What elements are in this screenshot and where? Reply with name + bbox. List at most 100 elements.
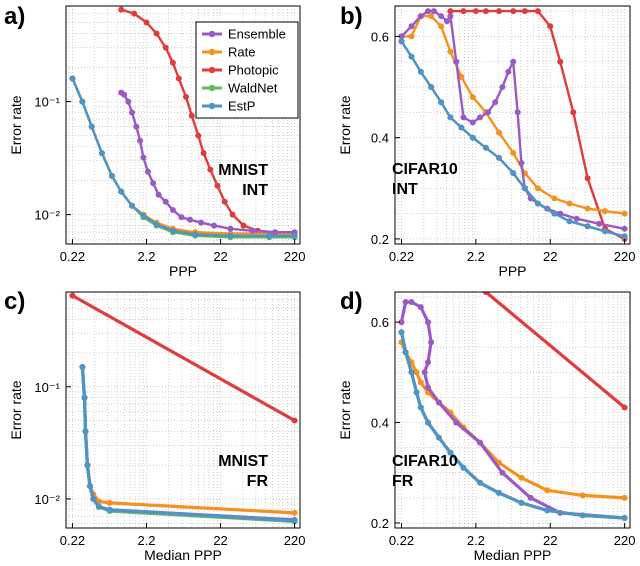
axes-frame <box>394 291 631 529</box>
x-tick-label: 2.2 <box>137 249 155 264</box>
data-point-rate <box>579 492 586 499</box>
x-tick-label: 0.22 <box>60 249 85 264</box>
data-point-rate <box>621 494 628 501</box>
data-point-ensemble <box>402 299 409 305</box>
legend-marker <box>208 102 216 110</box>
x-axis-title: Median PPP <box>144 547 222 563</box>
data-point-estp <box>266 232 273 239</box>
data-point-estp <box>398 38 405 45</box>
data-point-estp <box>87 483 93 490</box>
data-point-estp <box>602 228 608 235</box>
data-point-rate <box>428 13 435 20</box>
series-group <box>398 292 628 521</box>
data-point-estp <box>192 231 199 238</box>
x-tick-label: 220 <box>614 249 636 264</box>
x-tick-label: 22 <box>543 249 557 264</box>
data-point-estp <box>435 434 442 441</box>
x-tick-label: 22 <box>543 533 557 548</box>
dataset-annotation: INT <box>392 181 418 198</box>
data-point-photopic <box>482 8 489 15</box>
data-point-estp <box>95 503 102 510</box>
legend-marker <box>208 48 216 56</box>
data-point-ensemble <box>137 137 144 144</box>
data-point-ensemble <box>133 123 140 130</box>
y-tick-label: 0.6 <box>371 315 389 330</box>
legend-marker <box>208 84 216 92</box>
data-point-ensemble <box>510 58 517 65</box>
dataset-annotation: FR <box>247 473 269 490</box>
series-line-estp <box>80 366 295 523</box>
series-line-ensemble <box>400 9 625 230</box>
grid <box>66 292 300 528</box>
data-point-rate <box>510 149 517 156</box>
data-point-ensemble <box>527 494 534 501</box>
legend-marker <box>208 66 216 74</box>
data-point-photopic <box>214 182 221 189</box>
data-point-photopic <box>621 404 628 411</box>
data-point-photopic <box>229 211 236 218</box>
data-point-rate <box>534 185 541 192</box>
data-point-photopic <box>207 166 214 173</box>
data-point-estp <box>417 404 424 411</box>
data-point-estp <box>140 212 147 219</box>
data-point-ensemble <box>417 13 424 20</box>
data-point-estp <box>79 98 86 105</box>
panel-label: a) <box>4 3 25 30</box>
data-point-rate <box>413 369 420 376</box>
data-point-photopic <box>69 292 76 299</box>
data-point-ensemble <box>425 359 431 366</box>
data-point-ensemble <box>485 109 491 116</box>
series-group <box>69 6 298 241</box>
data-point-estp <box>81 394 88 401</box>
data-point-ensemble <box>444 18 450 25</box>
data-point-photopic <box>118 6 125 13</box>
data-point-estp <box>447 449 454 456</box>
panel-2: 0.22 2.2 22 220 10⁻² 10⁻¹ Median PPP Error rate… <box>4 288 305 563</box>
data-point-rate <box>544 487 551 494</box>
data-point-rate <box>106 499 113 506</box>
data-point-estp <box>458 124 465 131</box>
data-point-estp <box>408 53 415 60</box>
data-point-rate <box>408 33 415 40</box>
data-point-rate <box>447 48 454 55</box>
series-line-photopic <box>484 292 626 409</box>
data-point-ensemble <box>150 180 157 187</box>
data-point-estp <box>398 329 405 336</box>
data-point-estp <box>579 512 586 519</box>
data-point-estp <box>521 185 528 192</box>
data-point-ensemble <box>129 109 135 116</box>
y-tick-label: 0.4 <box>371 131 389 146</box>
y-tick-label: 10⁻¹ <box>34 380 60 395</box>
legend-label: Photopic <box>228 63 279 78</box>
data-point-photopic <box>195 132 202 139</box>
x-tick-label: 220 <box>284 533 306 548</box>
data-point-photopic <box>557 58 564 65</box>
legend-label: WaldNet <box>228 81 278 96</box>
data-point-rate <box>496 129 502 136</box>
series-line-estp <box>400 40 625 238</box>
data-point-estp <box>534 200 541 207</box>
legend-marker <box>208 30 216 38</box>
x-axis-title: PPP <box>169 263 197 279</box>
panel-label: b) <box>340 3 363 30</box>
legend-label: Ensemble <box>228 27 286 42</box>
data-point-estp <box>469 134 476 141</box>
data-point-estp <box>518 499 525 506</box>
data-point-ensemble <box>144 168 151 175</box>
data-point-photopic <box>521 8 528 15</box>
data-point-estp <box>153 221 160 228</box>
data-point-photopic <box>200 150 207 157</box>
data-point-ensemble <box>398 33 405 40</box>
series-line-estp <box>71 78 295 237</box>
data-point-rate <box>621 210 628 217</box>
data-point-ensemble <box>417 304 424 311</box>
x-tick-label: 220 <box>614 533 636 548</box>
data-point-rate <box>469 94 476 101</box>
data-point-ensemble <box>408 299 415 305</box>
data-point-ensemble <box>499 84 506 90</box>
data-point-estp <box>460 464 467 471</box>
data-point-ensemble <box>596 220 603 227</box>
data-point-ensemble <box>140 154 147 161</box>
data-point-photopic <box>496 8 502 15</box>
data-point-estp <box>496 154 502 161</box>
